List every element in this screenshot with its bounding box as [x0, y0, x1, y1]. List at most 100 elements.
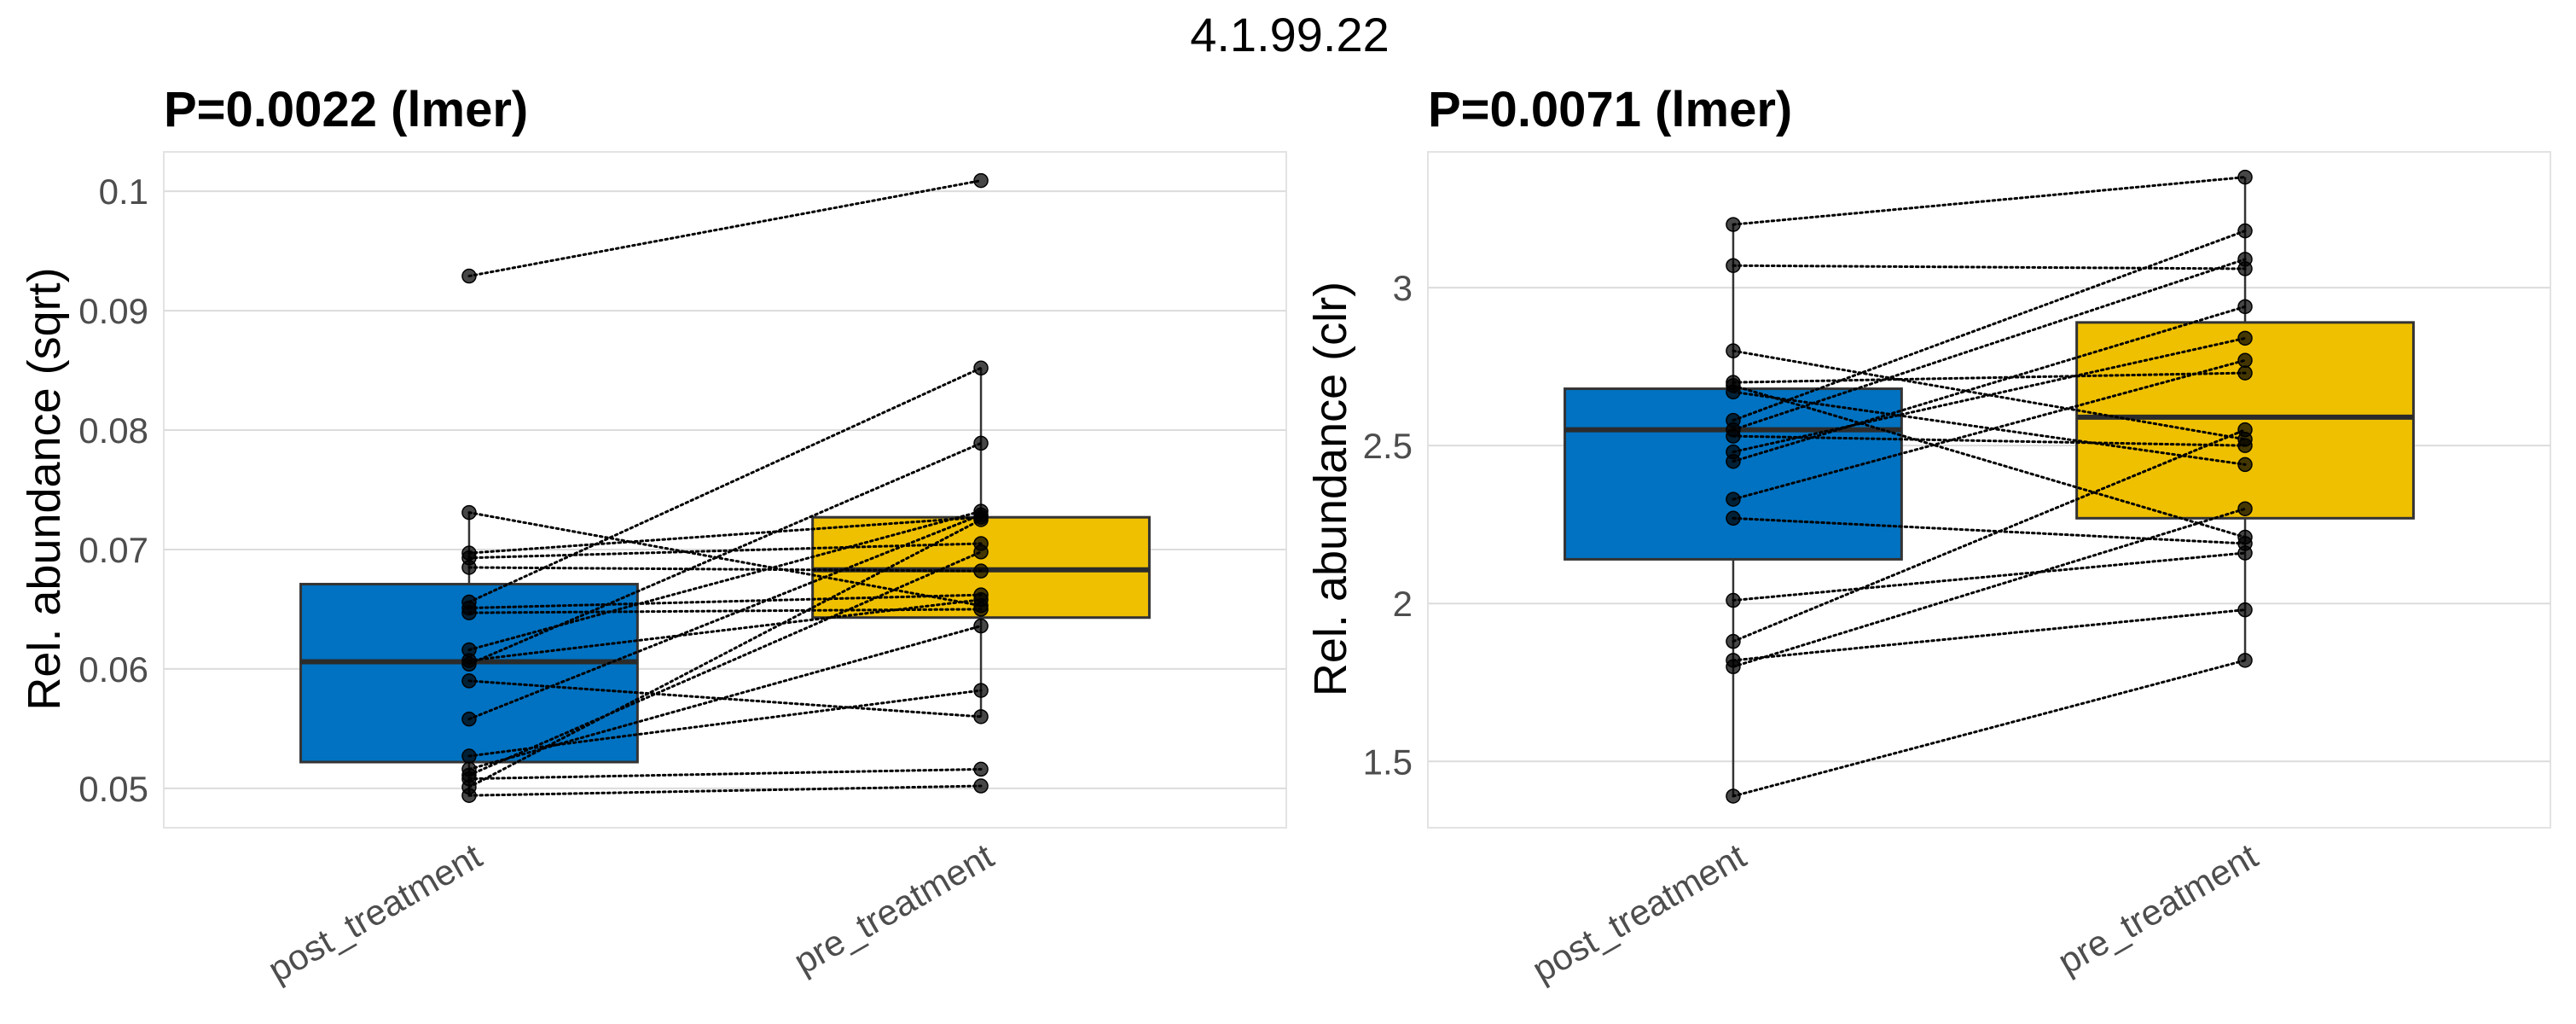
y-tick-label: 1.5 [1363, 742, 1413, 782]
panel-left: P=0.0022 (lmer) Rel. abundance (sqrt) 0.… [19, 82, 1287, 990]
point-post_treatment [461, 504, 477, 521]
y-tick-label: 3 [1393, 268, 1413, 308]
point-post_treatment [1726, 788, 1741, 804]
x-tick-label-pre_treatment: pre_treatment [787, 835, 1001, 982]
y-axis-label-left: Rel. abundance (sqrt) [19, 267, 70, 710]
point-pre_treatment [2237, 330, 2253, 346]
point-pre_treatment [2237, 365, 2253, 381]
pair-line [467, 593, 983, 610]
point-post_treatment [461, 605, 477, 620]
point-post_treatment [1726, 343, 1741, 358]
point-post_treatment [1726, 384, 1741, 400]
point-post_treatment [1726, 659, 1741, 675]
point-post_treatment [461, 560, 477, 575]
figure-title: 4.1.99.22 [1190, 8, 1390, 61]
point-post_treatment [461, 711, 477, 727]
pair-line [467, 179, 983, 278]
box-pre_treatment [2075, 321, 2415, 520]
point-post_treatment [1726, 217, 1741, 232]
pair-line [1732, 230, 2247, 422]
point-pre_treatment [973, 709, 989, 724]
point-post_treatment [1726, 492, 1741, 507]
pair-line [467, 515, 983, 555]
pair-line [467, 767, 983, 781]
pair-line [467, 784, 983, 797]
point-pre_treatment [973, 563, 989, 579]
y-axis-label-right: Rel. abundance (clr) [1305, 282, 1356, 696]
plot-area-right [1427, 151, 2551, 829]
point-pre_treatment [2237, 653, 2253, 668]
point-pre_treatment [973, 172, 989, 189]
point-post_treatment [1726, 428, 1741, 444]
point-post_treatment [1726, 592, 1741, 608]
pair-line [1732, 390, 2247, 466]
pair-line [1732, 659, 2247, 798]
point-pre_treatment [973, 435, 989, 451]
point-post_treatment [1726, 633, 1741, 649]
panel-title-right: P=0.0071 (lmer) [1428, 82, 1792, 137]
point-pre_treatment [2237, 299, 2253, 315]
point-pre_treatment [973, 683, 989, 698]
point-post_treatment [461, 656, 477, 672]
point-pre_treatment [973, 544, 989, 560]
x-tick-label-post_treatment: post_treatment [261, 835, 488, 990]
pair-line [467, 566, 983, 573]
pair-line [467, 550, 983, 777]
pair-line [1732, 428, 2247, 643]
point-pre_treatment [2237, 352, 2253, 369]
pair-line [467, 542, 983, 560]
point-pre_treatment [2237, 422, 2253, 438]
pair-line [1732, 258, 2247, 432]
pair-line [467, 598, 983, 662]
pair-line [1732, 551, 2247, 602]
pair-line [1732, 176, 2247, 226]
point-pre_treatment [2237, 223, 2253, 239]
point-pre_treatment [2237, 252, 2253, 267]
point-post_treatment [1726, 258, 1741, 273]
point-pre_treatment [2237, 501, 2253, 516]
point-pre_treatment [973, 360, 989, 376]
y-tick-label: 0.09 [78, 291, 148, 331]
point-pre_treatment [973, 618, 989, 634]
point-pre_treatment [2237, 545, 2253, 561]
point-post_treatment [461, 673, 477, 689]
y-tick-label: 2.5 [1363, 426, 1413, 466]
pair-line [467, 679, 983, 719]
point-post_treatment [461, 268, 477, 284]
pair-line [467, 513, 983, 721]
panel-title-left: P=0.0022 (lmer) [164, 82, 528, 137]
pair-line [467, 625, 983, 771]
pair-line [1732, 608, 2247, 662]
y-tick-label: 2 [1393, 584, 1413, 624]
pair-line [1732, 507, 2247, 668]
point-post_treatment [461, 748, 477, 764]
pair-line [1732, 264, 2247, 271]
pair-line [467, 366, 983, 604]
point-post_treatment [461, 788, 477, 803]
pair-line [1732, 516, 2247, 545]
point-post_treatment [1726, 453, 1741, 469]
pair-line [467, 518, 983, 788]
pair-line [1732, 305, 2247, 463]
point-pre_treatment [973, 761, 989, 777]
plot-area-left [163, 151, 1287, 829]
pair-line [1732, 384, 2247, 539]
point-pre_treatment [973, 591, 989, 608]
y-tick-label: 0.06 [78, 649, 148, 689]
point-pre_treatment [973, 512, 989, 527]
x-tick-label-post_treatment: post_treatment [1525, 835, 1752, 990]
point-post_treatment [1726, 510, 1741, 527]
panel-right: P=0.0071 (lmer) Rel. abundance (clr) 1.5… [1305, 82, 2551, 990]
pair-line [1732, 336, 2247, 454]
point-pre_treatment [2237, 438, 2253, 453]
point-pre_treatment [2237, 457, 2253, 473]
point-pre_treatment [2237, 169, 2253, 185]
x-tick-label-pre_treatment: pre_treatment [2051, 835, 2265, 982]
y-tick-label: 0.08 [78, 410, 148, 451]
point-pre_treatment [973, 778, 989, 794]
pair-line [1732, 358, 2247, 501]
y-tick-label: 0.1 [99, 172, 148, 212]
pair-line [1732, 434, 2247, 447]
y-tick-label: 0.07 [78, 530, 148, 570]
